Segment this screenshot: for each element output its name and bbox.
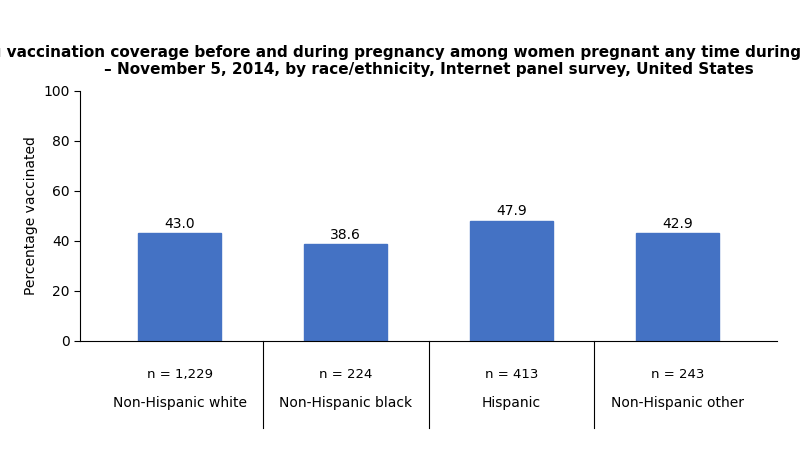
- Text: n = 224: n = 224: [319, 368, 372, 381]
- Text: Non-Hispanic white: Non-Hispanic white: [113, 396, 247, 410]
- Y-axis label: Percentage vaccinated: Percentage vaccinated: [24, 136, 38, 295]
- Bar: [470, 221, 553, 340]
- Title: Flu vaccination coverage before and during pregnancy among women pregnant any ti: Flu vaccination coverage before and duri…: [0, 45, 801, 77]
- Text: n = 1,229: n = 1,229: [147, 368, 212, 381]
- Bar: [139, 233, 221, 340]
- Bar: [304, 244, 387, 340]
- Text: n = 413: n = 413: [485, 368, 538, 381]
- Text: 42.9: 42.9: [662, 217, 693, 231]
- Text: 47.9: 47.9: [496, 204, 527, 218]
- Text: 38.6: 38.6: [330, 227, 361, 242]
- Text: Hispanic: Hispanic: [482, 396, 541, 410]
- Bar: [636, 233, 719, 340]
- Text: n = 243: n = 243: [650, 368, 704, 381]
- Text: Non-Hispanic other: Non-Hispanic other: [611, 396, 744, 410]
- Text: 43.0: 43.0: [164, 217, 195, 231]
- Text: Non-Hispanic black: Non-Hispanic black: [279, 396, 413, 410]
